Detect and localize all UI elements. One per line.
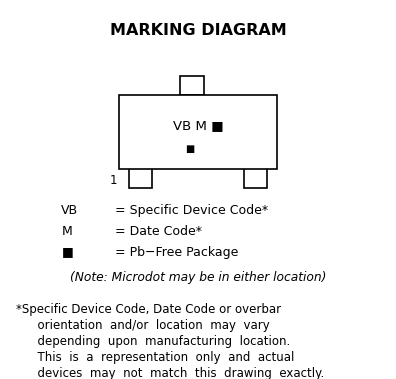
Text: = Pb−Free Package: = Pb−Free Package: [115, 246, 238, 258]
Text: MARKING DIAGRAM: MARKING DIAGRAM: [110, 23, 286, 38]
Text: = Specific Device Code*: = Specific Device Code*: [115, 204, 268, 217]
Text: This  is  a  representation  only  and  actual: This is a representation only and actual: [30, 351, 294, 364]
Text: VB: VB: [61, 204, 78, 217]
Text: M: M: [61, 225, 72, 238]
Bar: [180, 76, 204, 95]
Text: (Note: Microdot may be in either location): (Note: Microdot may be in either locatio…: [70, 271, 326, 284]
Text: *Specific Device Code, Date Code or overbar: *Specific Device Code, Date Code or over…: [16, 303, 281, 316]
Text: 1: 1: [109, 174, 117, 187]
Text: ■: ■: [61, 246, 73, 258]
Bar: [244, 168, 267, 188]
Text: VB M ■: VB M ■: [173, 119, 223, 132]
Text: ■: ■: [185, 144, 194, 153]
Text: = Date Code*: = Date Code*: [115, 225, 202, 238]
Text: orientation  and/or  location  may  vary: orientation and/or location may vary: [30, 319, 269, 332]
Bar: [129, 168, 152, 188]
Text: depending  upon  manufacturing  location.: depending upon manufacturing location.: [30, 335, 290, 348]
Bar: [119, 95, 277, 169]
Text: devices  may  not  match  this  drawing  exactly.: devices may not match this drawing exact…: [30, 367, 324, 379]
